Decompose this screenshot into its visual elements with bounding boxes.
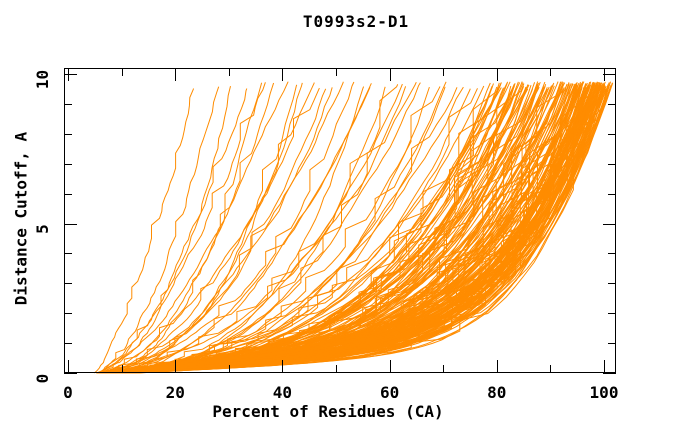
model-curve [99,85,231,374]
x-tick-label: 40 [273,383,292,402]
x-tick-label: 100 [590,383,619,402]
model-curve [107,82,303,374]
model-curve [102,82,275,374]
model-curve [113,85,583,374]
x-tick-label: 60 [380,383,399,402]
model-curve [97,88,248,374]
model-curve [98,87,320,374]
model-curve [96,81,289,374]
x-tick-label: 20 [166,383,185,402]
plot-frame [64,68,616,373]
model-curve [93,88,194,374]
y-tick-label: 0 [33,374,52,384]
model-curve [99,81,417,374]
model-curve [97,83,372,374]
model-curve [112,84,298,374]
y-tick-label: 10 [33,70,52,89]
x-tick-label: 80 [487,383,506,402]
model-curve [114,85,607,374]
model-curve [106,87,333,374]
model-curve [98,82,266,374]
model-curve [122,87,371,374]
model-curve [116,88,605,374]
model-curve [97,83,403,374]
model-curve [96,86,220,374]
chart-title: T0993s2-D1 [302,12,410,31]
model-curves [93,81,614,374]
y-axis-label: Distance Cutoff, A [11,131,31,306]
model-curve [99,82,502,374]
model-curve [126,87,590,374]
x-tick-label: 0 [63,383,73,402]
y-tick-label: 5 [33,224,52,234]
model-curve [103,81,355,374]
model-curve [120,82,536,374]
model-curve [105,82,263,374]
x-axis-label: Percent of Residues (CA) [212,402,444,421]
model-curve [100,81,344,374]
model-curve [115,88,607,374]
